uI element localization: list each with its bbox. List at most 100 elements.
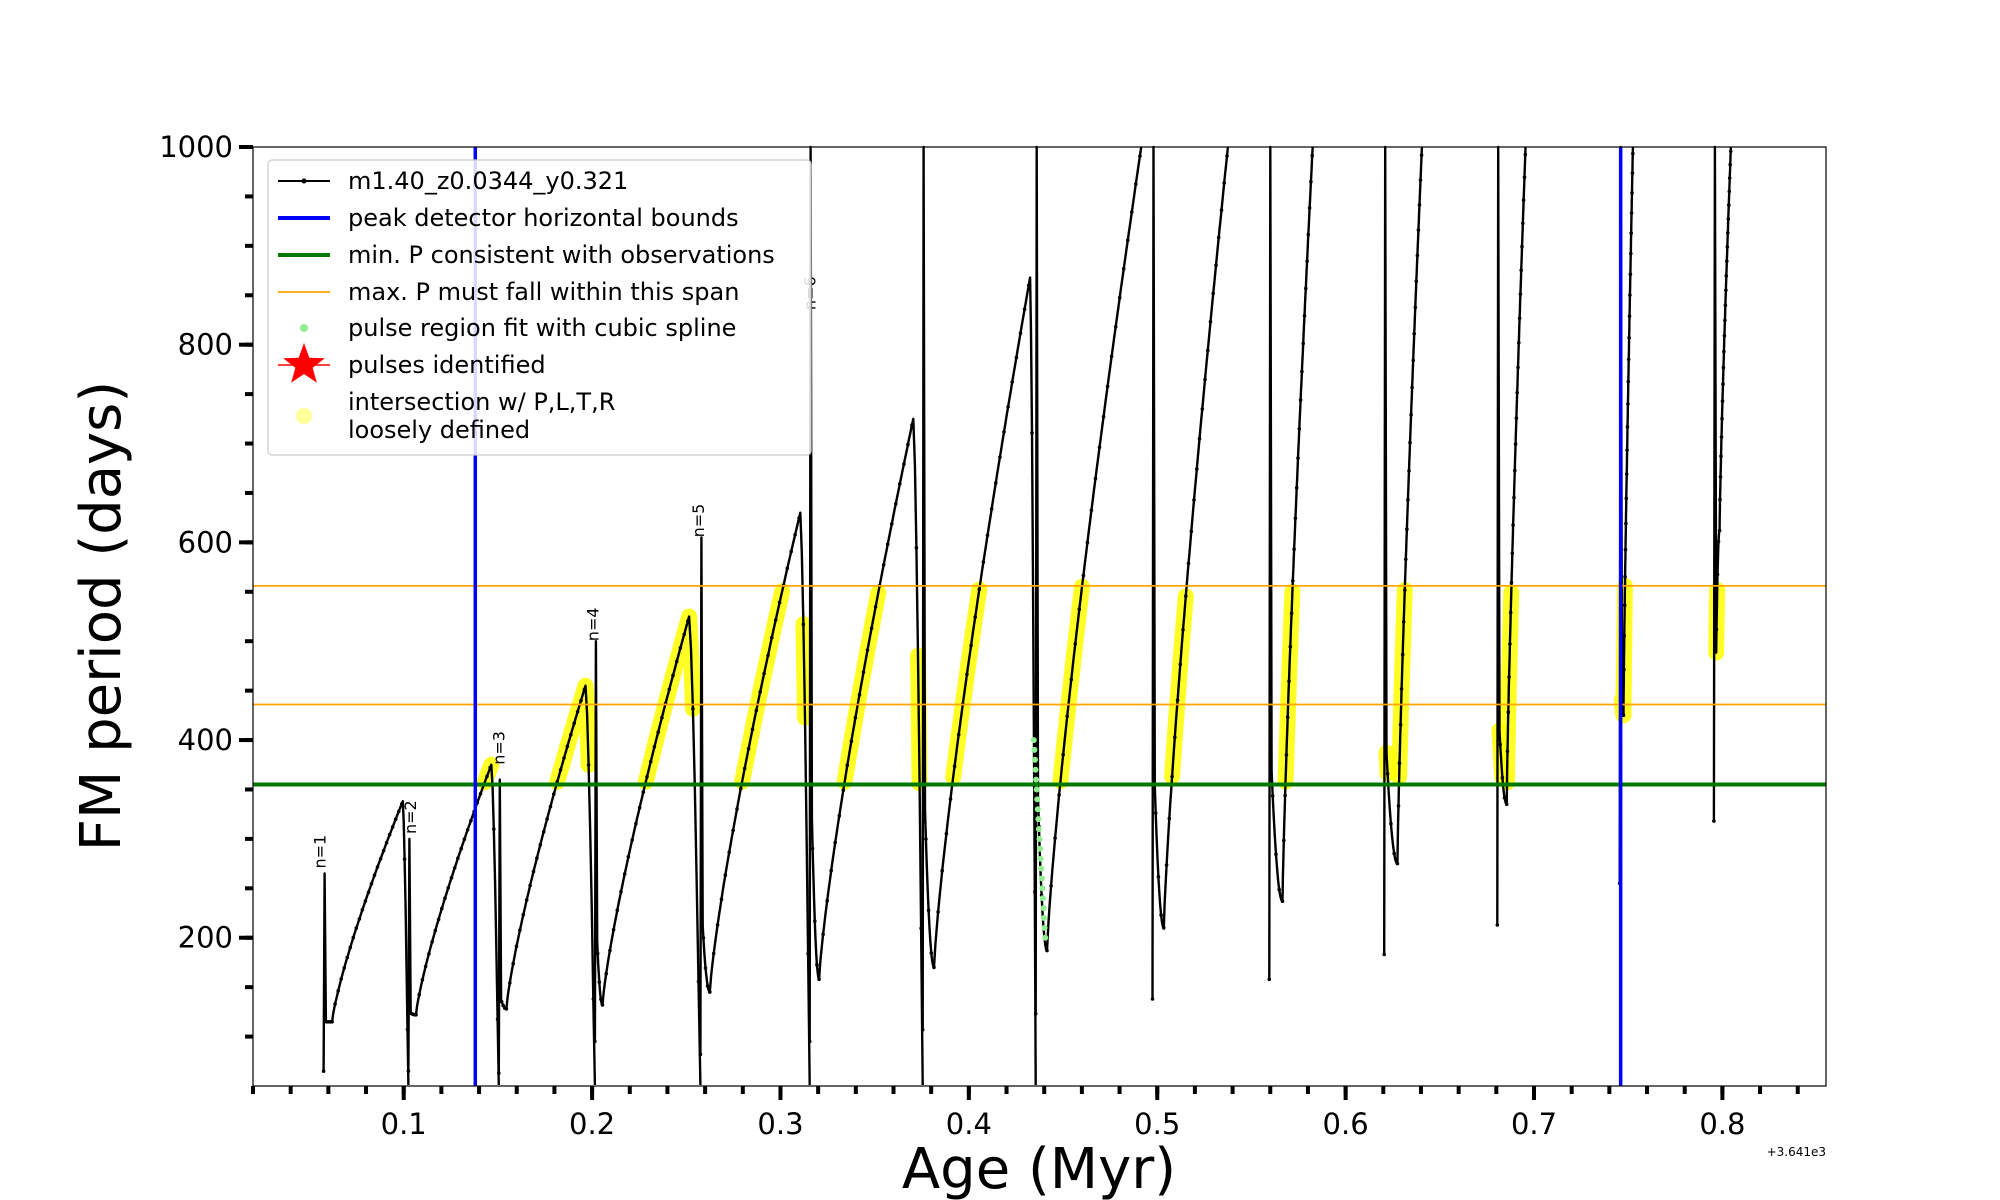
series-point <box>459 846 464 851</box>
series-point <box>1189 529 1194 534</box>
y-tick-label: 600 <box>178 525 233 559</box>
cubic-spline-point <box>1032 756 1038 763</box>
series-point <box>1625 425 1630 429</box>
series-point <box>511 961 515 966</box>
series-point <box>837 814 842 818</box>
series-point <box>1416 228 1421 232</box>
y-tick-label: 400 <box>178 723 233 757</box>
series-point <box>1156 875 1161 879</box>
cubic-spline-point <box>1036 835 1043 842</box>
series-point <box>1216 235 1221 240</box>
series-point <box>1726 217 1731 221</box>
series-point <box>735 807 739 811</box>
series-point <box>1407 469 1411 473</box>
series-point <box>807 1039 812 1044</box>
series-point <box>608 948 612 953</box>
series-point <box>1405 527 1409 531</box>
series-point <box>1195 467 1199 471</box>
series-point <box>1724 288 1728 293</box>
series-point <box>1514 416 1519 421</box>
series-point <box>1723 318 1727 323</box>
series-point <box>845 763 850 768</box>
legend-marker-series-dot <box>301 178 307 184</box>
cubic-spline-point <box>1032 766 1039 773</box>
series-point <box>873 605 878 609</box>
series-point <box>375 865 380 869</box>
series-point <box>885 542 890 546</box>
series-point <box>1113 325 1118 329</box>
series-point <box>1522 175 1527 179</box>
series-point <box>1291 579 1295 583</box>
series-point <box>1392 851 1396 856</box>
series-point <box>1721 365 1726 370</box>
cubic-spline-point <box>1038 865 1045 872</box>
series-point <box>1105 384 1110 389</box>
legend-label-3: min. P consistent with observations <box>348 241 775 269</box>
series-point <box>1727 189 1732 194</box>
series-point <box>1292 547 1296 551</box>
series-point <box>1304 286 1308 291</box>
legend-marker-dot <box>300 324 308 332</box>
legend-label-2: peak detector horizontal bounds <box>348 204 739 232</box>
series-point <box>1512 495 1516 500</box>
series-point <box>1396 804 1401 808</box>
series-point <box>1723 303 1728 308</box>
cubic-spline-point <box>1041 915 1047 921</box>
series-point <box>452 866 457 870</box>
n-label-4: n=4 <box>584 607 603 641</box>
series-point <box>841 788 846 792</box>
series-point <box>797 516 801 520</box>
series-point <box>469 818 473 823</box>
series-point <box>973 615 977 619</box>
series-point <box>348 945 353 950</box>
series-point <box>1300 369 1304 374</box>
series-point <box>1077 607 1082 612</box>
series-point <box>705 984 710 988</box>
series-point <box>492 827 496 831</box>
series-point <box>865 648 870 652</box>
series-point <box>351 935 356 940</box>
series-point <box>1109 354 1114 359</box>
series-point <box>1121 267 1126 271</box>
series-point <box>1030 431 1034 435</box>
series-point <box>1411 358 1415 363</box>
series-point <box>1117 295 1122 300</box>
series-point <box>956 732 961 737</box>
y-axis-ticks: 200 400 600 800 1000 <box>159 130 253 1039</box>
series-point <box>849 739 854 743</box>
series-point <box>746 746 751 751</box>
series-point <box>1628 272 1633 277</box>
series-point <box>575 710 580 714</box>
series-point <box>1045 948 1049 953</box>
series-point <box>742 766 747 771</box>
series-point <box>427 952 431 956</box>
series-point <box>440 906 444 911</box>
cubic-spline-point <box>1038 875 1045 882</box>
series-point <box>952 764 957 768</box>
series-point <box>1727 176 1732 180</box>
series-point <box>641 790 646 794</box>
series-point <box>1408 440 1412 445</box>
series-point <box>698 1052 703 1057</box>
series-point <box>1401 620 1406 624</box>
period-series <box>321 145 1733 1086</box>
legend-label-5: pulse region fit with cubic spline <box>348 314 736 342</box>
series-point <box>715 923 720 927</box>
series-point <box>579 698 583 703</box>
series-point <box>671 673 675 678</box>
series-point <box>1409 413 1413 417</box>
series-point <box>1289 611 1294 616</box>
series-point <box>545 817 549 821</box>
series-point <box>1623 547 1628 552</box>
series-point <box>1727 203 1731 207</box>
series-point <box>1720 416 1724 421</box>
series-point <box>552 792 556 796</box>
series-cycle-6 <box>808 145 924 1086</box>
x-tick-label: 0.4 <box>946 1107 992 1141</box>
series-point <box>619 889 623 894</box>
series-point <box>1718 497 1722 502</box>
series-point <box>443 896 447 900</box>
series-point <box>731 828 735 833</box>
series-point <box>1726 231 1730 235</box>
